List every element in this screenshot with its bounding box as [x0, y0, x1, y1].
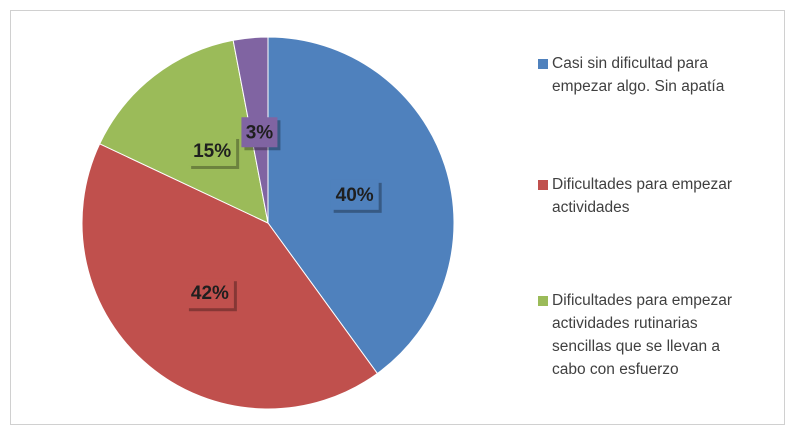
legend-item: Dificultades para empezar actividades: [536, 173, 751, 219]
pie-slice: [81, 143, 379, 410]
legend-label: Dificultades para empezar actividades: [552, 176, 733, 216]
legend-item: Casi sin dificultad para empezar algo. S…: [536, 52, 751, 98]
label-box: [185, 278, 234, 309]
data-label: 15%: [193, 141, 231, 162]
data-label: 40%: [336, 185, 374, 206]
label-box: [330, 179, 379, 210]
legend-swatch: [538, 180, 548, 190]
data-label: 42%: [191, 283, 229, 304]
label-box: [241, 117, 278, 148]
legend-item: Dificultades para empezar actividades ru…: [536, 289, 751, 381]
data-label: 3%: [246, 122, 274, 143]
pie-slice: [99, 39, 269, 224]
legend-label: Dificultades para empezar actividades ru…: [552, 292, 733, 378]
legend-label: Casi sin dificultad para empezar algo. S…: [552, 55, 725, 95]
legend-swatch: [538, 296, 548, 306]
legend-swatch: [538, 59, 548, 69]
label-box: [188, 135, 237, 166]
